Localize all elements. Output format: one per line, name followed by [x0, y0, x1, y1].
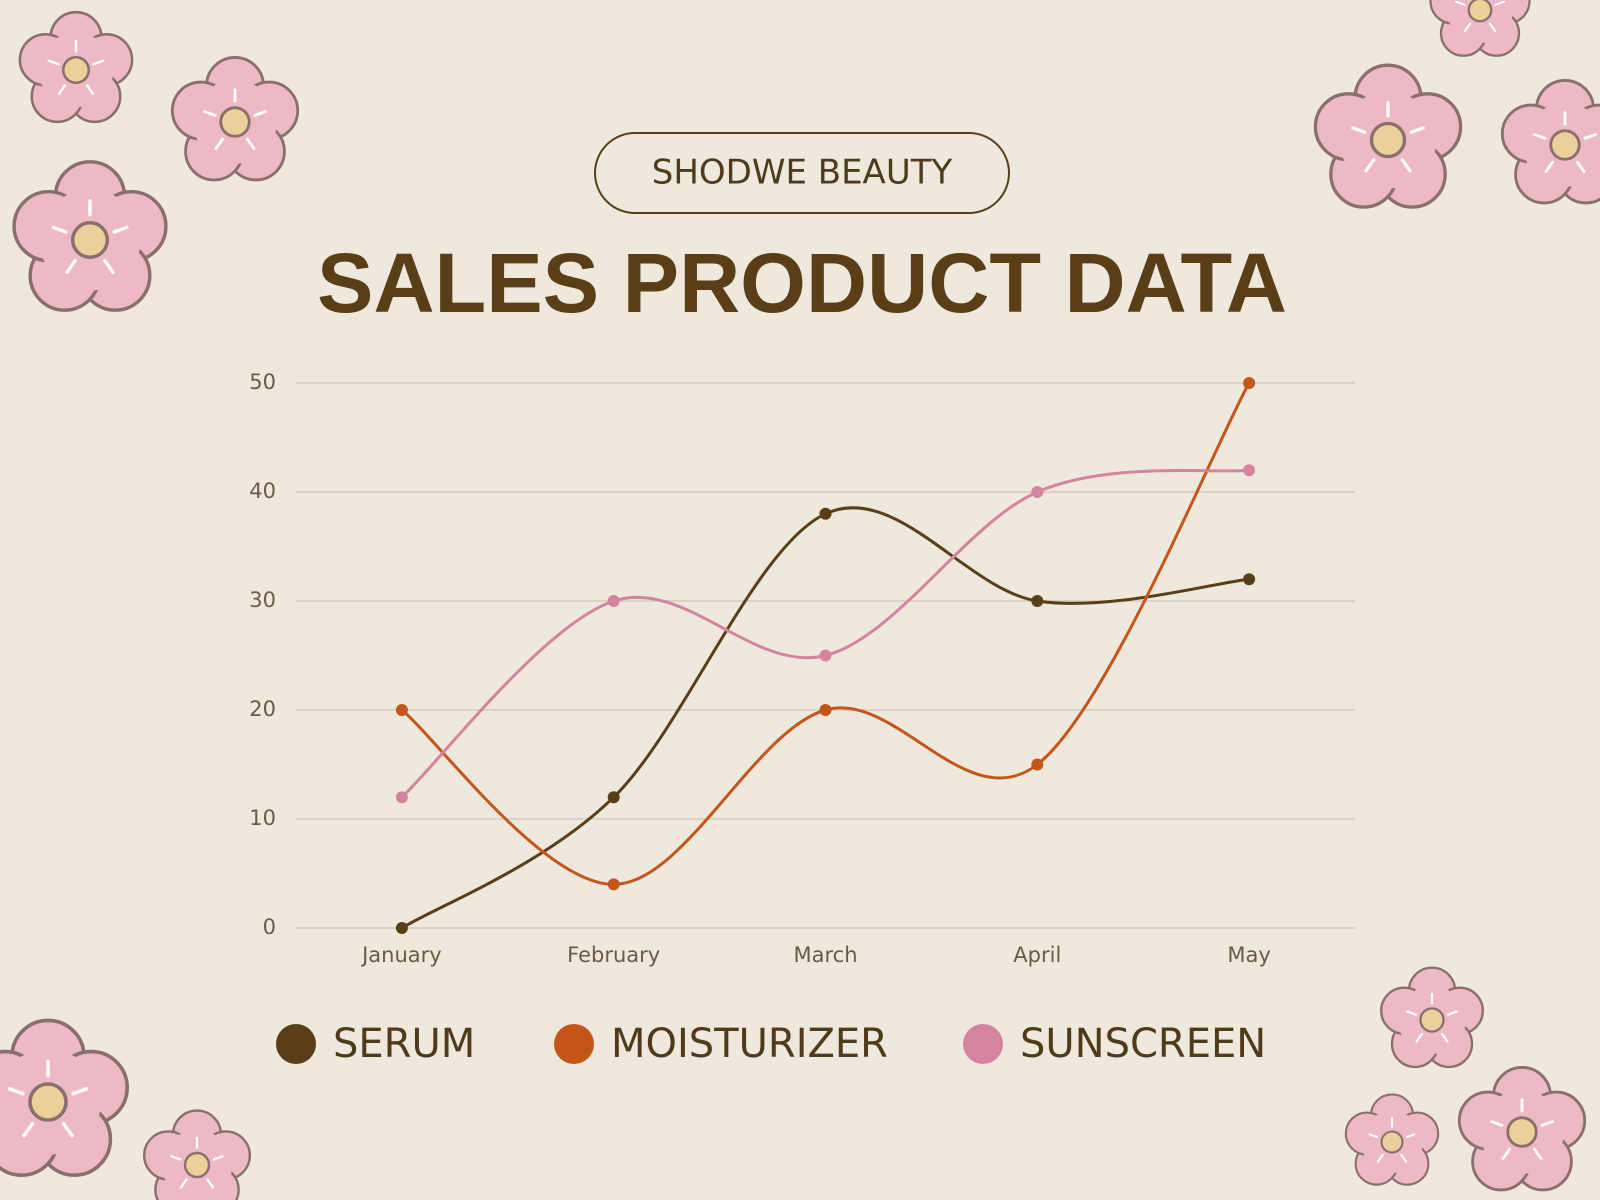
legend-label: SERUM: [333, 1021, 475, 1067]
legend-marker: [963, 1024, 1003, 1064]
line: [400, 468, 1250, 799]
point: [607, 595, 620, 607]
x-tick-label: January: [360, 943, 442, 967]
x-tick-label: May: [1227, 943, 1270, 967]
point: [395, 704, 408, 716]
point: [1243, 573, 1256, 586]
x-tick-label: March: [793, 943, 857, 967]
y-tick-label: 40: [249, 479, 276, 503]
point: [1243, 377, 1256, 389]
point: [1243, 464, 1256, 477]
flower: [1429, 0, 1531, 57]
point: [1031, 595, 1044, 607]
point: [819, 649, 832, 662]
point: [607, 791, 620, 804]
line: [401, 506, 1250, 930]
y-tick-label: 10: [249, 806, 276, 830]
y-tick-label: 50: [249, 370, 276, 394]
y-tick-label: 0: [263, 915, 276, 939]
point: [1031, 486, 1044, 498]
y-tick-label: 20: [249, 697, 276, 721]
point: [819, 507, 832, 520]
line: [400, 382, 1251, 886]
legend-marker: [554, 1024, 594, 1064]
point: [819, 704, 832, 716]
legend-marker: [276, 1024, 316, 1064]
legend-label: SUNSCREEN: [1020, 1021, 1266, 1067]
brand-pill: [594, 132, 1010, 214]
x-tick-label: February: [567, 943, 660, 967]
y-tick-label: 30: [249, 588, 276, 612]
point: [395, 922, 408, 934]
chart-title: SALES PRODUCT DATA: [317, 236, 1287, 330]
brand: SHODWE BEAUTY: [652, 153, 953, 193]
point: [607, 878, 620, 891]
x-tick-label: April: [1013, 943, 1061, 967]
point: [1031, 758, 1044, 771]
legend-label: MOISTURIZER: [611, 1021, 888, 1067]
point: [395, 791, 408, 804]
